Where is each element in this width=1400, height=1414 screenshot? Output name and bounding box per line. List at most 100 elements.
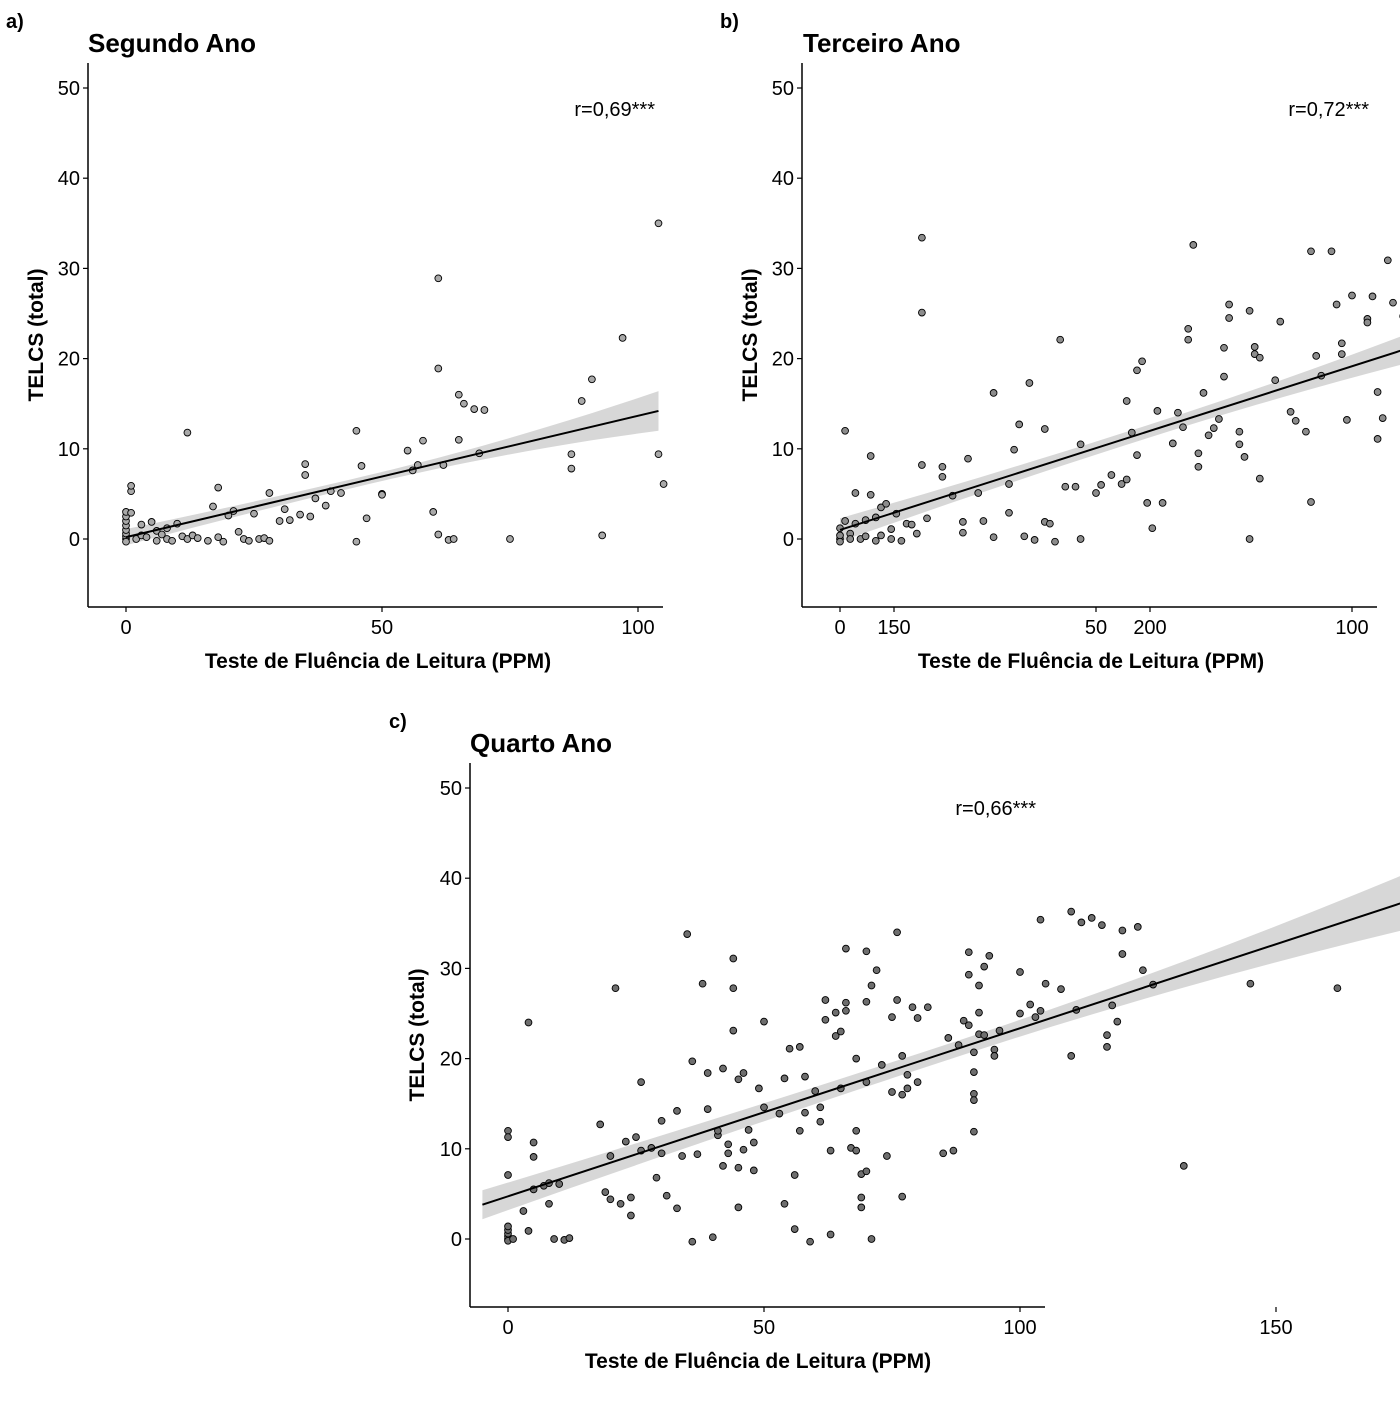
scatter-point: [949, 1146, 958, 1155]
y-tick-label: 50: [440, 778, 462, 800]
scatter-point: [378, 490, 386, 499]
scatter-point: [1005, 508, 1013, 517]
scatter-point: [734, 1203, 743, 1212]
scatter-point: [836, 531, 844, 540]
scatter-point: [1194, 449, 1203, 458]
scatter-point: [1071, 482, 1080, 491]
x-tick-label: 150: [1259, 1317, 1292, 1339]
scatter-point: [734, 1163, 743, 1172]
scatter-point: [980, 962, 989, 971]
scatter-point: [990, 1045, 999, 1054]
scatter-point: [529, 1138, 538, 1147]
scatter-point: [893, 996, 901, 1004]
scatter-point: [654, 450, 663, 459]
scatter-point: [321, 501, 330, 510]
scatter-point: [1168, 439, 1177, 448]
scatter-point: [913, 1014, 922, 1022]
scatter-point: [995, 1026, 1004, 1035]
scatter-point: [959, 528, 967, 537]
y-tick-label: 0: [451, 1229, 462, 1251]
scatter-point: [678, 1152, 686, 1160]
y-axis-title: TELCS (total): [406, 969, 429, 1102]
scatter-point: [883, 1152, 891, 1160]
scatter-point: [970, 1127, 978, 1136]
scatter-point: [1204, 431, 1213, 440]
scatter-point: [524, 1018, 533, 1027]
scatter-point: [734, 1075, 743, 1084]
scatter-point: [923, 514, 931, 523]
scatter-point: [504, 1171, 512, 1179]
scatter-point: [826, 1146, 835, 1155]
scatter-point: [657, 1149, 666, 1158]
scatter-point: [1368, 292, 1377, 301]
scatter-point: [739, 1145, 748, 1154]
scatter-point: [1255, 353, 1264, 362]
scatter-point: [596, 1120, 605, 1129]
scatter-point: [918, 233, 926, 242]
scatter-point: [265, 489, 274, 497]
scatter-point: [785, 1044, 794, 1053]
scatter-point: [193, 534, 202, 542]
y-tick-label: 0: [69, 529, 80, 551]
scatter-point: [168, 536, 176, 545]
scatter-point: [214, 533, 223, 542]
scatter-point: [729, 954, 738, 963]
scatter-point: [434, 530, 443, 539]
scatter-point: [1051, 537, 1059, 546]
scatter-point: [1036, 915, 1045, 924]
panel-letter: c): [389, 711, 407, 733]
scatter-point: [888, 1013, 896, 1021]
scatter-point: [989, 533, 998, 542]
scatter-point: [301, 471, 310, 479]
scatter-point: [1179, 1162, 1188, 1170]
scatter-point: [1016, 968, 1024, 976]
scatter-point: [964, 948, 973, 957]
scatter-point: [744, 1126, 753, 1134]
scatter-point: [861, 532, 870, 541]
scatter-point: [755, 1084, 763, 1093]
scatter-point: [990, 1052, 999, 1060]
scatter-point: [836, 537, 844, 546]
correlation-annotation: r=0,66***: [955, 798, 1036, 820]
scatter-point: [1332, 300, 1341, 309]
y-tick-label: 40: [58, 168, 80, 190]
scatter-point: [908, 1003, 917, 1012]
scatter-point: [504, 1126, 512, 1135]
scatter-point: [1235, 427, 1244, 436]
scatter-point: [434, 274, 443, 283]
scatter-point: [1194, 462, 1203, 471]
scatter-point: [877, 531, 885, 540]
scatter-point: [703, 1069, 712, 1077]
scatter-point: [893, 928, 901, 937]
y-tick-label: 40: [440, 868, 462, 890]
scatter-point: [1139, 966, 1147, 975]
scatter-point: [1271, 376, 1280, 385]
scatter-point: [801, 1072, 809, 1081]
scatter-point: [970, 1089, 978, 1098]
scatter-point: [1040, 425, 1049, 433]
scatter-point: [1113, 1017, 1122, 1026]
x-tick-label: 150: [877, 617, 910, 639]
scatter-point: [806, 1237, 814, 1246]
scatter-point: [1337, 350, 1346, 358]
x-tick-label: 50: [753, 1317, 775, 1339]
y-tick-label: 50: [58, 78, 80, 100]
scatter-point: [903, 1084, 912, 1093]
y-axis-title: TELCS (total): [739, 269, 762, 402]
scatter-point: [1255, 474, 1264, 483]
scatter-point: [821, 996, 830, 1004]
scatter-point: [337, 489, 345, 497]
scatter-point: [460, 399, 468, 408]
y-tick-label: 20: [58, 349, 80, 371]
scatter-point: [795, 1043, 804, 1051]
scatter-point: [831, 1008, 840, 1017]
scatter-point: [250, 509, 258, 518]
scatter-point: [214, 483, 223, 492]
scatter-point: [871, 536, 880, 545]
scatter-point: [1122, 397, 1131, 405]
y-tick-label: 50: [772, 78, 794, 100]
scatter-point: [567, 464, 576, 473]
scatter-point: [841, 426, 849, 435]
scatter-point: [1383, 256, 1392, 265]
scatter-point: [970, 1068, 978, 1076]
